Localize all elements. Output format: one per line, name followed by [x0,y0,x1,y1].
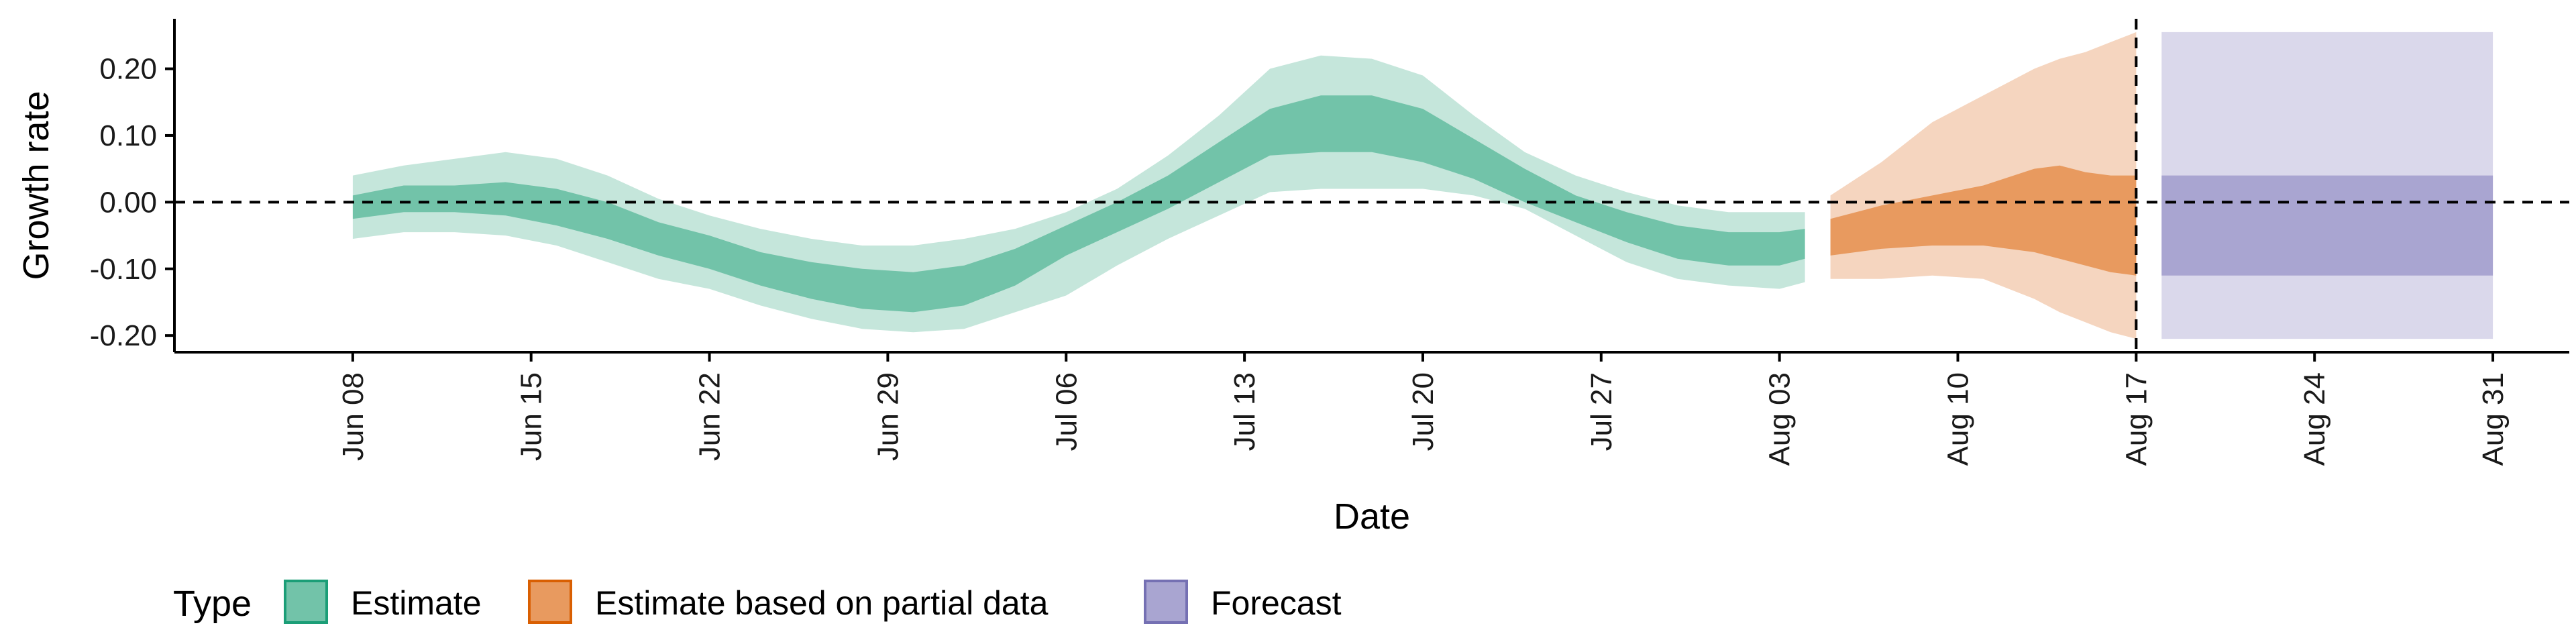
band-inner-forecast [2161,175,2493,276]
band-inner-estimate [352,95,1805,313]
y-tick-label: 0.10 [99,119,157,152]
x-tick-label: Aug 24 [2298,372,2331,466]
x-tick-label: Aug 10 [1942,372,1975,466]
legend-key-forecast [1144,580,1188,624]
x-tick-label: Jul 20 [1407,372,1440,451]
legend-label-forecast: Forecast [1211,584,1342,622]
x-tick-label: Aug 17 [2120,372,2153,466]
legend-key-estimate [284,580,328,624]
y-tick-label: 0.00 [99,186,157,219]
band-inner-estimate-based-on-partial-data [1830,165,2137,276]
reference-lines [174,19,2569,352]
y-axis-title: Growth rate [16,91,56,280]
x-tick-label: Jun 08 [337,372,370,461]
x-tick-label: Aug 03 [1764,372,1796,466]
x-tick-label: Aug 31 [2477,372,2510,466]
legend: Type Estimate Estimate based on partial d… [173,580,1342,624]
legend-title: Type [173,584,252,624]
legend-key-estimate-based-on-partial-data [528,580,572,624]
x-tick-label: Jul 27 [1585,372,1618,451]
legend-label-estimate: Estimate [351,584,482,622]
legend-label-estimate-based-on-partial-data: Estimate based on partial data [595,584,1049,622]
y-tick-label: -0.10 [90,253,157,286]
x-tick-label: Jun 15 [515,372,548,461]
ribbons-layer [352,32,2493,339]
axes: -0.20 -0.10 0.00 0.10 0.20 Jun 08 Jun 15 Jun 22… [90,19,2569,466]
x-tick-label: Jun 29 [871,372,904,461]
x-tick-label: Jul 06 [1050,372,1083,451]
y-tick-label: 0.20 [99,53,157,86]
y-tick-label: -0.20 [90,319,157,352]
x-tick-label: Jul 13 [1228,372,1261,451]
x-tick-label: Jun 22 [694,372,727,461]
x-axis-title: Date [1334,496,1410,537]
